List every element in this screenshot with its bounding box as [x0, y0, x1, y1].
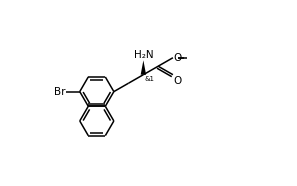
- Polygon shape: [141, 60, 146, 75]
- Text: O: O: [174, 76, 182, 86]
- Text: O: O: [174, 53, 182, 63]
- Text: H₂N: H₂N: [134, 49, 153, 60]
- Text: Br: Br: [53, 87, 65, 97]
- Text: &1: &1: [145, 76, 155, 82]
